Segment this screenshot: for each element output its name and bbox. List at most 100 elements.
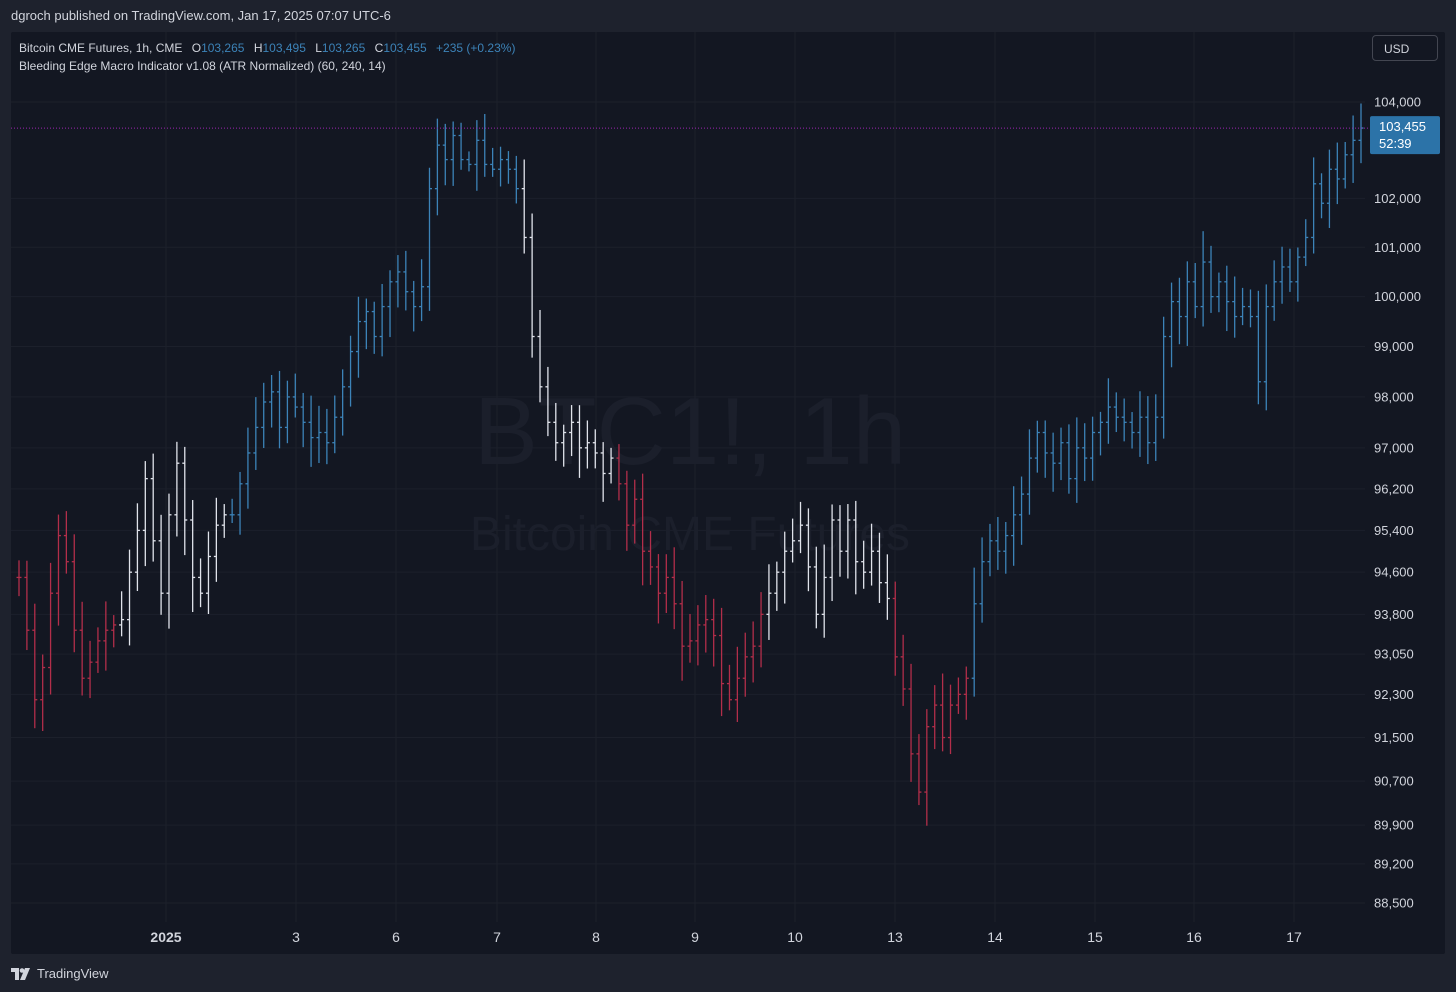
ohlc-bar	[813, 546, 819, 629]
x-tick-label: 2025	[150, 929, 181, 945]
ohlc-bar	[892, 581, 898, 676]
ohlc-bar	[1358, 103, 1364, 164]
high-label: H	[253, 41, 263, 55]
ohlc-bar	[1058, 427, 1064, 481]
ohlc-bar	[1342, 141, 1348, 189]
ohlc-bar	[419, 259, 425, 322]
symbol-name[interactable]: Bitcoin CME Futures, 1h, CME	[19, 41, 183, 55]
ohlc-bar	[932, 685, 938, 750]
ohlc-bar	[395, 255, 401, 308]
y-tick-label: 89,900	[1374, 818, 1414, 833]
y-tick-label: 93,050	[1374, 647, 1414, 662]
ohlc-bar	[869, 523, 875, 586]
ohlc-bar	[837, 505, 843, 577]
x-tick-label: 10	[787, 929, 803, 945]
ohlc-bar	[592, 429, 598, 469]
ohlc-bar	[553, 402, 559, 461]
y-tick-label: 95,400	[1374, 523, 1414, 538]
ohlc-bar	[624, 470, 630, 551]
ohlc-bar	[1255, 290, 1261, 405]
tradingview-logo-icon	[11, 967, 30, 980]
x-tick-label: 9	[691, 929, 699, 945]
ohlc-bar	[474, 120, 480, 191]
watermark-symbol: BTC1!, 1h	[474, 378, 906, 485]
ohlc-bar	[719, 607, 725, 717]
ohlc-bar	[1090, 416, 1096, 481]
tradingview-logo[interactable]: TradingView	[11, 966, 109, 981]
ohlc-bar	[940, 673, 946, 752]
ohlc-bar	[450, 121, 456, 186]
ohlc-bar	[190, 500, 196, 613]
y-tick-label: 93,800	[1374, 607, 1414, 622]
tradingview-brand: TradingView	[37, 966, 109, 981]
ohlc-bar	[1105, 378, 1111, 444]
ohlc-bar	[1161, 316, 1167, 439]
ohlc-bar	[1042, 420, 1048, 478]
indicator-legend-row[interactable]: Bleeding Edge Macro Indicator v1.08 (ATR…	[19, 59, 386, 73]
ohlc-bar	[663, 554, 669, 613]
footer: TradingView	[0, 954, 1456, 992]
ohlc-bar	[150, 453, 156, 562]
ohlc-bar	[821, 544, 827, 638]
ohlc-bar	[995, 516, 1001, 570]
ohlc-bar	[277, 370, 283, 449]
ohlc-bar	[1334, 142, 1340, 205]
low-value: 103,265	[321, 41, 366, 55]
ohlc-bar	[134, 503, 140, 591]
ohlc-bar	[900, 634, 906, 706]
ohlc-bar	[750, 621, 756, 683]
currency-selector[interactable]: USD	[1372, 35, 1438, 61]
ohlc-bar	[726, 664, 732, 711]
ohlc-bar	[529, 213, 535, 358]
ohlc-bar	[340, 369, 346, 436]
close-label: C	[374, 41, 384, 55]
ohlc-bar	[908, 663, 914, 782]
ohlc-bar	[300, 392, 306, 448]
ohlc-bar	[490, 147, 496, 177]
ohlc-bar	[205, 531, 211, 614]
ohlc-bar	[1208, 245, 1214, 313]
y-tick-label: 96,200	[1374, 481, 1414, 496]
ohlc-bar	[221, 504, 227, 538]
ohlc-bar	[987, 523, 993, 577]
ohlc-bar	[79, 601, 85, 696]
ohlc-bar	[971, 567, 977, 697]
ohlc-bar	[1145, 396, 1151, 465]
ohlc-bar	[158, 514, 164, 615]
ohlc-bar	[1311, 157, 1317, 254]
y-tick-label: 97,000	[1374, 440, 1414, 455]
ohlc-bar	[1326, 149, 1332, 228]
ohlc-bar	[48, 562, 54, 695]
ohlc-bar	[790, 518, 796, 563]
ohlc-bar	[1113, 392, 1119, 433]
y-tick-label: 101,000	[1374, 240, 1421, 255]
ohlc-bar	[229, 498, 235, 523]
ohlc-bar	[1287, 248, 1293, 292]
price-chart[interactable]: BTC1!, 1h Bitcoin CME Futures 104,000102…	[11, 32, 1445, 954]
ohlc-bar	[142, 461, 148, 567]
ohlc-bar	[1082, 423, 1088, 482]
y-tick-label: 92,300	[1374, 687, 1414, 702]
x-tick-label: 6	[392, 929, 400, 945]
chart-pane[interactable]: BTC1!, 1h Bitcoin CME Futures 104,000 102…	[11, 32, 1445, 954]
y-tick-label: 94,600	[1374, 565, 1414, 580]
ohlc-bar	[679, 580, 685, 681]
ohlc-bar	[1240, 287, 1246, 326]
last-price-value: 103,455	[1379, 119, 1426, 134]
y-tick-label: 104,000	[1374, 95, 1421, 110]
last-price-tag: 103,455 52:39	[1370, 116, 1440, 155]
ohlc-bar	[1176, 277, 1182, 345]
ohlc-bar	[387, 270, 393, 338]
ohlc-bar	[1271, 260, 1277, 321]
ohlc-bar	[774, 561, 780, 611]
ohlc-bar	[411, 280, 417, 332]
open-value: 103,265	[201, 41, 245, 55]
ohlc-bar	[1263, 284, 1269, 411]
ohlc-bar	[1137, 391, 1143, 457]
ohlc-bar	[948, 684, 954, 755]
ohlc-bar	[1050, 432, 1056, 492]
ohlc-bar	[253, 397, 259, 470]
ohlc-bar	[16, 560, 22, 597]
x-tick-label: 15	[1087, 929, 1103, 945]
symbol-legend-row[interactable]: Bitcoin CME Futures, 1h, CME O103,265 H1…	[19, 39, 515, 57]
